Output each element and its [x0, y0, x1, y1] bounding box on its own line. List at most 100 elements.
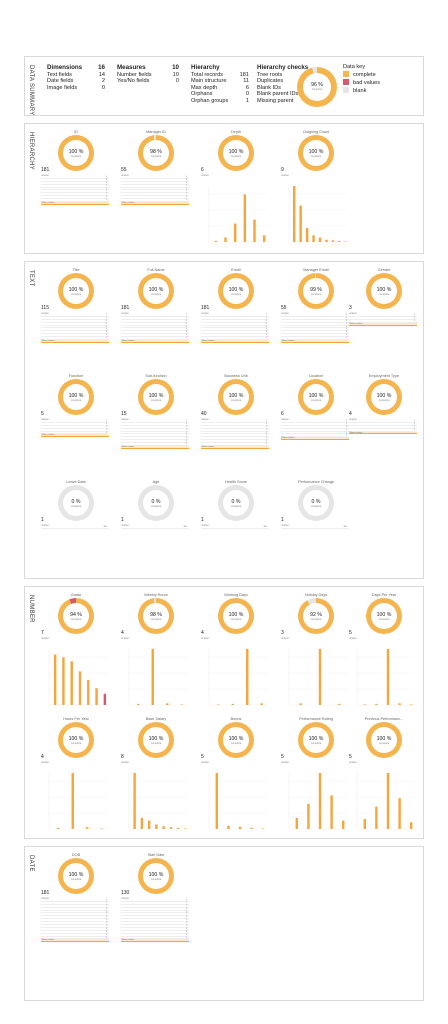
- list-item[interactable]: 1: [201, 317, 269, 320]
- others-row[interactable]: Others values: [281, 340, 349, 343]
- list-item[interactable]: 1: [201, 434, 269, 438]
- holiday-days-card[interactable]: Holiday Days 92 % complete 3 unique: [281, 593, 351, 743]
- others-row[interactable]: Others values: [41, 202, 109, 205]
- list-item[interactable]: 1: [201, 328, 269, 332]
- list-item[interactable]: 1: [121, 426, 189, 429]
- list-item[interactable]: 1: [281, 334, 349, 338]
- list-item[interactable]: 1: [281, 429, 349, 432]
- list-item[interactable]: 1: [121, 928, 189, 931]
- list-item[interactable]: 1: [41, 188, 109, 191]
- list-item[interactable]: 1: [349, 426, 417, 429]
- manager-email-card[interactable]: Manager Email 99 % complete 55 unique 1 1 1 1 1 1 1…: [281, 268, 351, 418]
- list-item[interactable]: 1: [41, 905, 109, 908]
- others-row[interactable]: Others values: [281, 437, 349, 441]
- list-item[interactable]: 1: [281, 434, 349, 438]
- list-item[interactable]: 1: [281, 420, 349, 423]
- others-row[interactable]: Others values: [121, 202, 189, 205]
- start-date-card[interactable]: Start Date 100 % complete 130 unique 1 1 1 1 1 1 1 1…: [121, 853, 191, 1003]
- list-item[interactable]: 1: [201, 314, 269, 317]
- list-item[interactable]: 1: [281, 320, 349, 323]
- list-item[interactable]: 1: [281, 337, 349, 341]
- list-item[interactable]: 1: [201, 437, 269, 441]
- list-item[interactable]: 1: [121, 432, 189, 435]
- working-days-card[interactable]: Working Days 100 % complete 4 unique: [201, 593, 271, 743]
- days-per-year-card[interactable]: Days Per Year 100 % complete 5 unique: [349, 593, 419, 743]
- others-row[interactable]: Others values: [201, 446, 269, 449]
- email-card[interactable]: Email 100 % complete 181 unique 1 1 1 1 1 1 1 1 1 Othe…: [201, 268, 271, 418]
- list-item[interactable]: 1: [121, 934, 189, 937]
- list-item[interactable]: 1: [281, 314, 349, 317]
- sub-function-card[interactable]: Sub-function 100 % complete 15 unique 1 1 1 1 1 1 1…: [121, 374, 191, 524]
- list-item[interactable]: 1: [41, 193, 109, 197]
- list-item[interactable]: 1: [121, 320, 189, 323]
- list-item[interactable]: 1: [121, 443, 189, 447]
- list-item[interactable]: 1: [121, 199, 189, 203]
- list-item[interactable]: 1: [121, 193, 189, 197]
- leave-date-card[interactable]: Leave Date 0 % complete 1 unique 181: [41, 480, 111, 630]
- list-item[interactable]: 1: [41, 190, 109, 194]
- list-item[interactable]: 1: [41, 196, 109, 200]
- list-item[interactable]: 1: [41, 937, 109, 940]
- list-item[interactable]: 1: [41, 326, 109, 329]
- list-item[interactable]: 1: [41, 429, 109, 432]
- list-item[interactable]: 1: [41, 919, 109, 923]
- list-item[interactable]: 1: [41, 176, 109, 179]
- list-item[interactable]: 1: [41, 922, 109, 926]
- grade-card[interactable]: Grade 94 % complete 7 unique: [41, 593, 111, 743]
- list-item[interactable]: 1: [281, 328, 349, 332]
- list-item[interactable]: 1: [201, 323, 269, 326]
- list-item[interactable]: 1: [121, 423, 189, 426]
- dob-card[interactable]: DOB 100 % complete 181 unique 1 1 1 1 1 1 1 1 1 1 1 1 1 1 O…: [41, 853, 111, 1003]
- id-card[interactable]: ID 100 % complete 181 unique 1 1 1 1 1 1 1 1 1 Others …: [41, 130, 111, 280]
- base-salary-card[interactable]: Base Salary 100 % complete 8 unique: [121, 717, 191, 867]
- list-item[interactable]: 1: [201, 420, 269, 423]
- list-item[interactable]: 1: [121, 420, 189, 423]
- list-item[interactable]: 1: [41, 928, 109, 931]
- list-item[interactable]: 1: [121, 902, 189, 905]
- performance-change-card[interactable]: Performance Change 0 % complete 1 unique 181: [281, 480, 351, 630]
- list-item[interactable]: 1: [41, 908, 109, 911]
- list-item[interactable]: 1: [121, 931, 189, 934]
- outgoing-count-card[interactable]: Outgoing Count 100 % complete 9 unique: [281, 130, 351, 280]
- list-item[interactable]: 1: [201, 432, 269, 435]
- list-item[interactable]: 1: [41, 317, 109, 320]
- others-row[interactable]: Others values: [41, 434, 109, 438]
- list-item[interactable]: 1: [201, 440, 269, 444]
- list-item[interactable]: 1: [201, 334, 269, 338]
- list-item[interactable]: 1: [121, 905, 189, 908]
- list-item[interactable]: 1: [41, 913, 109, 917]
- list-item[interactable]: 181: [201, 526, 269, 529]
- gender-card[interactable]: Gender 100 % complete 3 unique 1 1 1 Others valu…: [349, 268, 419, 418]
- list-item[interactable]: 1: [281, 331, 349, 335]
- list-item[interactable]: 1: [41, 334, 109, 338]
- others-row[interactable]: Others values: [41, 340, 109, 343]
- manager-id-card[interactable]: Manager ID 98 % complete 55 unique 1 1 1 1 1 1 1 1 1 O…: [121, 130, 191, 280]
- others-row[interactable]: Others values: [349, 431, 417, 435]
- list-item[interactable]: 1: [41, 432, 109, 435]
- others-row[interactable]: Others values: [349, 322, 417, 326]
- list-item[interactable]: 1: [121, 317, 189, 320]
- list-item[interactable]: 1: [121, 334, 189, 338]
- list-item[interactable]: 1: [121, 179, 189, 182]
- list-item[interactable]: 1: [41, 423, 109, 426]
- location-card[interactable]: Location 100 % complete 6 unique 1 1 1 1 1 1 Others…: [281, 374, 351, 524]
- list-item[interactable]: 1: [349, 317, 417, 320]
- list-item[interactable]: 1: [121, 916, 189, 920]
- list-item[interactable]: 1: [121, 919, 189, 923]
- list-item[interactable]: 1: [121, 337, 189, 341]
- list-item[interactable]: 1: [281, 326, 349, 329]
- list-item[interactable]: 181: [41, 526, 109, 529]
- list-item[interactable]: 1: [349, 423, 417, 426]
- list-item[interactable]: 1: [281, 432, 349, 435]
- list-item[interactable]: 1: [281, 317, 349, 320]
- business-unit-card[interactable]: Business Unit 100 % complete 40 unique 1 1 1 1 1 1…: [201, 374, 271, 524]
- list-item[interactable]: 1: [41, 314, 109, 317]
- others-row[interactable]: Others values: [201, 340, 269, 343]
- list-item[interactable]: 1: [121, 182, 189, 185]
- list-item[interactable]: 1: [121, 331, 189, 335]
- list-item[interactable]: 1: [41, 934, 109, 937]
- hours-per-year-card[interactable]: Hours Per Year 100 % complete 4 unique: [41, 717, 111, 867]
- list-item[interactable]: 1: [41, 426, 109, 429]
- list-item[interactable]: 1: [201, 337, 269, 341]
- list-item[interactable]: 1: [41, 337, 109, 341]
